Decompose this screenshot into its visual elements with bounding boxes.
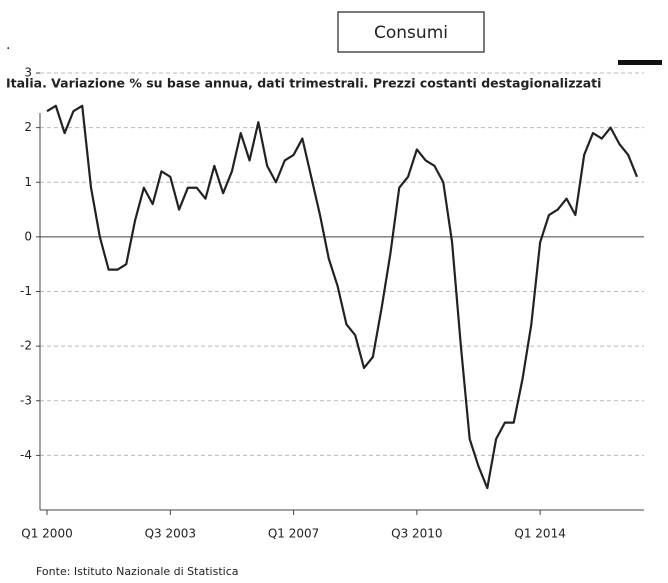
x-tick-label: Q1 2000 bbox=[21, 527, 72, 541]
box-title: Consumi bbox=[374, 23, 448, 43]
y-tick-label: 0 bbox=[24, 229, 32, 243]
x-tick-label: Q1 2007 bbox=[268, 527, 319, 541]
title-box bbox=[337, 11, 485, 53]
x-tick-label: Q1 2014 bbox=[514, 527, 565, 541]
decor-bar bbox=[618, 60, 662, 65]
source: Fonte: Istituto Nazionale di Statistica bbox=[36, 565, 238, 578]
x-tick-label: Q3 2003 bbox=[145, 527, 196, 541]
series-line bbox=[46, 104, 639, 490]
chart-title: Italia. Variazione % su base annua, dati… bbox=[6, 76, 601, 91]
y-tick-label: -4 bbox=[20, 448, 32, 462]
y-tick-label: 2 bbox=[24, 120, 32, 134]
y-tick-label: -3 bbox=[20, 393, 32, 407]
y-tick-label: -1 bbox=[20, 284, 32, 298]
y-tick-label: 3 bbox=[24, 66, 32, 80]
y-tick-label: -2 bbox=[20, 339, 32, 353]
dot: . bbox=[6, 37, 10, 53]
y-tick-label: 1 bbox=[24, 175, 32, 189]
x-tick-label: Q3 2010 bbox=[391, 527, 442, 541]
